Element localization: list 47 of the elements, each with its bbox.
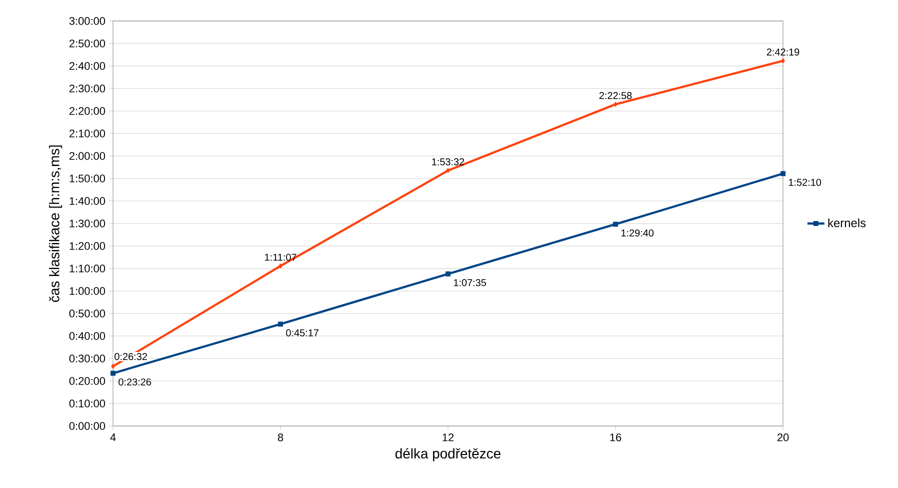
y-tick-label: 1:50:00 [70,174,106,182]
point [780,171,786,176]
point [278,322,283,327]
y-tick-label: 2:00:00 [69,152,106,160]
y-tick-label: 3:00:00 [69,17,106,25]
data-label: 1:53:32 [432,158,464,166]
x-tick-label: 8 [278,434,284,442]
y-tick-label: 1:30:00 [70,220,106,228]
y-tick-label: 1:40:00 [70,197,106,205]
data-label: 0:26:32 [114,353,147,360]
data-label: 2:42:19 [766,48,800,56]
y-tick-label: 0:10:00 [69,400,106,408]
y-tick-label: 2:50:00 [69,40,106,48]
point [110,370,116,376]
y-tick-label: 2:40:00 [69,62,106,70]
point [781,58,785,64]
point [446,271,450,276]
point [614,102,618,107]
y-tick-label: 2:30:00 [69,84,106,92]
point [111,364,115,369]
y-tick-label: 0:20:00 [69,377,106,385]
legend-label: kernels [828,218,866,228]
point [613,222,618,227]
x-tick-label: 20 [777,434,789,442]
y-tick-label: 0:00:00 [69,422,106,430]
point [446,168,450,174]
y-tick-label: 1:00:00 [70,287,106,295]
y-tick-label: 0:30:00 [69,354,106,362]
x-tick-label: 4 [110,434,116,442]
data-label: 1:11:07 [265,254,296,261]
x-tick-label: 12 [442,434,454,442]
y-tick-label: 1:10:00 [70,264,106,272]
y-tick-label: 2:20:00 [69,107,106,115]
data-label: 0:23:26 [118,378,152,386]
data-label: 0:45:17 [286,329,318,336]
point [278,263,282,268]
x-tick-label: 16 [610,434,622,442]
data-label: 1:29:40 [621,229,654,236]
y-tick-label: 2:10:00 [69,130,106,138]
y-tick-label: 0:40:00 [69,332,106,340]
x-axis-title: délka podřetězce [395,448,500,462]
data-label: 1:07:35 [454,279,486,286]
data-label: 2:22:58 [599,92,632,100]
y-tick-label: 1:20:00 [70,242,106,250]
y-tick-label: 0:50:00 [69,310,106,318]
data-label: 1:52:10 [788,178,822,186]
y-axis-title: čas klasifikace [h:m:s,ms] [49,145,62,302]
